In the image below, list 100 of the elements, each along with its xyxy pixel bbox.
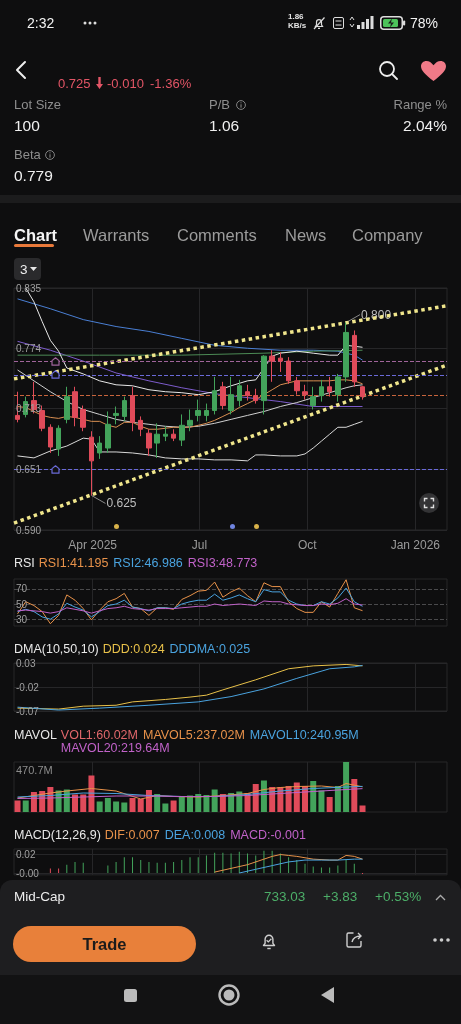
y-tick-label: 0.03 — [16, 657, 36, 669]
bar — [72, 794, 79, 812]
chart-title: RSI — [14, 555, 35, 570]
candlestick — [204, 403, 209, 422]
candlestick — [56, 424, 61, 457]
dropdown-button: 3 — [14, 258, 41, 280]
bar — [129, 798, 136, 812]
candlestick — [187, 408, 193, 432]
x-tick-label: Jan 2026 — [390, 538, 441, 552]
candlestick — [163, 425, 168, 442]
x-tick-label: Jul — [191, 538, 208, 552]
candlestick — [261, 354, 267, 415]
candlestick — [89, 430, 94, 496]
candlestick — [286, 356, 291, 385]
text: VOL1:60.02M — [60, 727, 138, 742]
bar — [137, 799, 144, 812]
candlestick — [195, 399, 201, 422]
chart-title: MACD(12,26,9) — [14, 827, 101, 842]
candlestick — [179, 413, 185, 447]
line-series — [17, 579, 364, 625]
y-tick-label: 0.835 — [16, 282, 42, 294]
annotation: 0.625 — [106, 496, 137, 511]
bar — [203, 795, 210, 812]
y-tick-label: 30 — [16, 613, 28, 625]
candlestick — [64, 386, 70, 424]
text: MAVOL10:240.95M — [249, 727, 359, 742]
y-tick-label: -0.00 — [16, 867, 40, 879]
text: 0.779 — [14, 167, 53, 184]
text: +0.53% — [375, 889, 422, 904]
candlestick — [80, 405, 86, 432]
text: -0.010 — [107, 76, 144, 91]
candlestick — [253, 388, 258, 405]
candlestick — [138, 415, 143, 437]
y-tick-label: 0.02 — [16, 849, 36, 861]
text: 1.86 — [288, 12, 304, 21]
text: Warrants — [83, 226, 150, 244]
text: Mid-Cap — [14, 889, 66, 904]
y-tick-label: -0.07 — [16, 705, 40, 717]
text: DDDMA:0.025 — [169, 641, 251, 656]
line-series — [238, 858, 364, 874]
candlestick — [278, 351, 283, 373]
bar — [14, 800, 21, 812]
text: Chart — [14, 226, 58, 244]
y-tick-label: 0.774 — [16, 342, 42, 354]
candlestick — [72, 386, 78, 427]
candlestick — [171, 428, 176, 442]
bar — [162, 803, 169, 812]
text: P/B — [209, 97, 230, 112]
bar — [359, 805, 366, 812]
trade-button: Trade — [13, 926, 196, 962]
bar — [318, 790, 325, 812]
candlestick — [269, 349, 275, 383]
candlestick — [310, 386, 316, 410]
candlestick — [48, 423, 53, 454]
bar — [170, 800, 177, 812]
bar — [343, 762, 350, 812]
text: DEA:0.008 — [164, 827, 226, 842]
candlestick — [122, 396, 127, 422]
candlestick — [302, 384, 308, 401]
line-series — [17, 369, 364, 428]
text: -1.36% — [150, 76, 192, 91]
text: 2:32 — [27, 15, 55, 31]
text: MAVOL20:219.64M — [60, 740, 170, 755]
candlestick — [360, 385, 365, 401]
candlestick — [352, 329, 357, 388]
text: KB/s — [288, 21, 307, 30]
text: Company — [352, 226, 423, 244]
y-tick-label: -0.02 — [16, 681, 40, 693]
chart-title: DMA(10,50,10) — [14, 641, 99, 656]
bar — [121, 802, 128, 812]
text: DDD:0.024 — [102, 641, 165, 656]
candlestick — [327, 376, 332, 398]
candlestick — [294, 376, 300, 396]
candlestick — [343, 322, 349, 383]
text: 100 — [14, 117, 40, 134]
text: DIF:0.007 — [104, 827, 160, 842]
candlestick — [39, 405, 45, 432]
text: Comments — [177, 226, 257, 244]
candlestick — [220, 381, 226, 410]
chart-title: MAVOL — [14, 727, 57, 742]
candlestick — [105, 410, 111, 454]
text: 0.725 — [58, 76, 91, 91]
x-tick-label: Oct — [298, 538, 318, 552]
annotation: 470.7M — [16, 764, 53, 776]
candlestick — [237, 379, 242, 408]
text: Lot Size — [14, 97, 61, 112]
text: RSI2:46.986 — [113, 555, 183, 570]
series-label: MACD:-0.001 — [230, 827, 306, 842]
line-series — [17, 598, 364, 614]
text: 78% — [410, 15, 439, 31]
bar — [104, 798, 111, 812]
candlestick — [228, 376, 234, 415]
line-series — [17, 420, 364, 462]
x-tick-label: Apr 2025 — [68, 538, 118, 552]
candlestick — [130, 386, 135, 432]
text: News — [285, 226, 327, 244]
candlestick — [212, 376, 217, 415]
text: RSI3:48.773 — [187, 555, 258, 570]
bar — [22, 800, 29, 812]
text: Beta — [14, 147, 41, 162]
